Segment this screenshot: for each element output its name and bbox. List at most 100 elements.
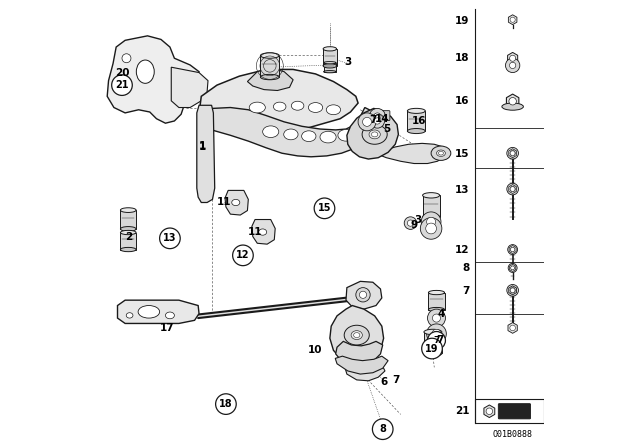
Ellipse shape — [338, 129, 354, 141]
Polygon shape — [248, 68, 293, 90]
Ellipse shape — [324, 71, 336, 73]
Polygon shape — [509, 264, 516, 271]
Text: 13: 13 — [163, 233, 177, 243]
Polygon shape — [508, 52, 518, 64]
Circle shape — [427, 217, 436, 226]
Text: 7: 7 — [462, 286, 469, 296]
Text: 7: 7 — [392, 375, 400, 385]
Ellipse shape — [424, 329, 442, 335]
Bar — [120, 210, 136, 229]
Circle shape — [433, 314, 440, 322]
Polygon shape — [198, 296, 364, 318]
Text: 2: 2 — [125, 233, 132, 242]
Text: 20: 20 — [115, 68, 129, 78]
Text: 12: 12 — [236, 250, 250, 260]
Circle shape — [509, 55, 516, 61]
Bar — [324, 63, 336, 72]
Polygon shape — [108, 36, 199, 123]
Circle shape — [486, 408, 493, 414]
Ellipse shape — [438, 151, 444, 155]
Bar — [422, 195, 440, 217]
Ellipse shape — [284, 129, 298, 140]
Circle shape — [507, 284, 518, 296]
Circle shape — [159, 228, 180, 249]
Text: 17: 17 — [159, 323, 174, 333]
Ellipse shape — [166, 312, 174, 319]
Polygon shape — [509, 286, 516, 295]
Polygon shape — [202, 108, 374, 157]
Circle shape — [508, 263, 517, 272]
Ellipse shape — [428, 307, 445, 312]
Polygon shape — [508, 15, 517, 25]
Ellipse shape — [120, 230, 136, 235]
Circle shape — [422, 338, 442, 359]
Ellipse shape — [422, 193, 440, 198]
Ellipse shape — [308, 103, 323, 112]
Text: 21: 21 — [115, 80, 129, 90]
Circle shape — [510, 186, 515, 192]
Polygon shape — [172, 67, 208, 108]
Polygon shape — [484, 405, 495, 418]
Circle shape — [428, 309, 445, 327]
Text: 7: 7 — [369, 115, 376, 125]
Text: 1: 1 — [199, 141, 206, 151]
Ellipse shape — [408, 108, 425, 113]
Circle shape — [112, 75, 132, 95]
Ellipse shape — [323, 64, 337, 68]
FancyBboxPatch shape — [499, 404, 531, 419]
Polygon shape — [509, 185, 516, 194]
Circle shape — [427, 324, 446, 344]
Circle shape — [510, 17, 515, 22]
Polygon shape — [200, 69, 358, 131]
Ellipse shape — [408, 129, 425, 134]
Text: 9: 9 — [410, 220, 418, 230]
Circle shape — [369, 108, 385, 125]
Text: 10: 10 — [308, 345, 323, 355]
Circle shape — [374, 118, 380, 124]
Polygon shape — [252, 220, 275, 244]
Text: 12: 12 — [454, 246, 469, 255]
Ellipse shape — [259, 229, 267, 235]
Circle shape — [510, 288, 515, 293]
Ellipse shape — [436, 150, 445, 156]
Circle shape — [374, 113, 381, 120]
Ellipse shape — [428, 290, 445, 295]
Text: 7: 7 — [433, 336, 440, 345]
Text: 6: 6 — [380, 377, 387, 387]
Ellipse shape — [323, 47, 337, 51]
Circle shape — [360, 291, 367, 298]
Ellipse shape — [262, 126, 279, 138]
Polygon shape — [506, 94, 519, 108]
Text: 1: 1 — [199, 142, 206, 152]
Text: 18: 18 — [219, 399, 233, 409]
Circle shape — [510, 325, 515, 331]
Circle shape — [507, 147, 518, 159]
Circle shape — [426, 223, 436, 234]
Circle shape — [428, 332, 445, 349]
Text: 8: 8 — [380, 424, 386, 434]
Ellipse shape — [120, 247, 136, 252]
Ellipse shape — [291, 101, 304, 110]
Ellipse shape — [324, 62, 336, 64]
FancyBboxPatch shape — [374, 111, 390, 121]
Ellipse shape — [371, 132, 378, 137]
Ellipse shape — [431, 146, 451, 160]
Text: 4: 4 — [437, 309, 445, 319]
Bar — [120, 233, 136, 250]
Bar — [407, 111, 425, 131]
Ellipse shape — [301, 131, 316, 142]
Ellipse shape — [232, 199, 240, 206]
Polygon shape — [347, 108, 398, 159]
Circle shape — [506, 58, 520, 73]
Text: 13: 13 — [454, 185, 469, 195]
Ellipse shape — [138, 306, 159, 318]
Circle shape — [122, 54, 131, 63]
Polygon shape — [345, 366, 385, 381]
Ellipse shape — [351, 331, 362, 340]
Circle shape — [511, 266, 515, 270]
Polygon shape — [509, 149, 516, 158]
Polygon shape — [509, 246, 516, 254]
Ellipse shape — [260, 74, 279, 80]
Text: 15: 15 — [317, 203, 332, 213]
Polygon shape — [118, 300, 199, 323]
